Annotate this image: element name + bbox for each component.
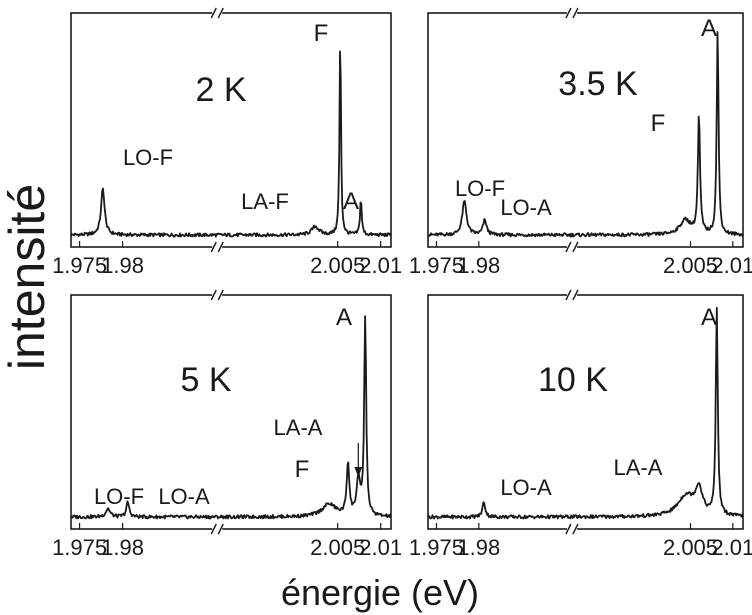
x-tick-label: 2.01 bbox=[711, 253, 752, 278]
x-tick-label: 2.005 bbox=[663, 253, 718, 278]
spectrum-line bbox=[70, 315, 392, 520]
plot-frame bbox=[427, 294, 744, 530]
axis-break-mark bbox=[217, 241, 224, 253]
axis-break-mark bbox=[565, 241, 572, 253]
peak-label-a: A bbox=[343, 188, 359, 215]
x-tick-label: 2.01 bbox=[359, 253, 402, 278]
peak-label-lo-f: LO-F bbox=[94, 484, 144, 509]
axis-break-mark bbox=[217, 523, 224, 535]
panel-temperature-label: 10 K bbox=[538, 361, 608, 399]
axis-break-gap bbox=[566, 525, 577, 533]
x-tick-label: 2.01 bbox=[711, 535, 752, 560]
axis-break-mark bbox=[210, 241, 217, 253]
axis-break-mark bbox=[572, 289, 579, 301]
panel-temperature-label: 3.5 K bbox=[558, 65, 638, 103]
plot-frame bbox=[70, 294, 392, 530]
axis-break-mark bbox=[210, 289, 217, 301]
annotation-arrow-head bbox=[354, 467, 363, 477]
axis-break-gap bbox=[212, 243, 223, 251]
x-tick-label: 1.98 bbox=[101, 535, 144, 560]
x-tick-label: 1.975 bbox=[52, 253, 107, 278]
axis-break-mark bbox=[572, 7, 579, 19]
x-tick-label: 2.005 bbox=[310, 535, 365, 560]
axis-break-gap bbox=[212, 525, 223, 533]
peak-label-lo-a: LO-A bbox=[500, 195, 552, 220]
axis-break-mark bbox=[565, 523, 572, 535]
peak-label-lo-f: LO-F bbox=[123, 145, 173, 170]
axis-break-mark bbox=[217, 7, 224, 19]
axis-break-gap bbox=[566, 9, 577, 17]
x-tick-label: 1.975 bbox=[409, 535, 464, 560]
x-tick-label: 1.98 bbox=[101, 253, 144, 278]
peak-label-a: A bbox=[701, 304, 717, 331]
axis-break-mark bbox=[572, 523, 579, 535]
axis-break-mark bbox=[210, 7, 217, 19]
peak-label-f: F bbox=[651, 110, 666, 137]
plot-frame bbox=[70, 12, 392, 248]
peak-label-la-a: LA-A bbox=[274, 415, 323, 440]
spectrum-line bbox=[427, 306, 744, 520]
peak-label-a: A bbox=[701, 15, 717, 42]
axis-break-mark bbox=[210, 523, 217, 535]
spectrum-line bbox=[70, 50, 392, 238]
peak-label-la-f: LA-F bbox=[241, 189, 289, 214]
peak-label-f: F bbox=[314, 20, 329, 47]
x-tick-label: 2.005 bbox=[663, 535, 718, 560]
x-tick-label: 2.005 bbox=[310, 253, 365, 278]
axis-break-mark bbox=[565, 289, 572, 301]
peak-label-f: F bbox=[295, 456, 310, 483]
x-axis-label: énergie (eV) bbox=[281, 572, 479, 613]
panel-temperature-label: 2 K bbox=[195, 71, 246, 109]
axis-break-gap bbox=[566, 243, 577, 251]
axis-break-gap bbox=[566, 291, 577, 299]
axis-break-gap bbox=[212, 291, 223, 299]
peak-label-lo-a: LO-A bbox=[500, 475, 552, 500]
x-tick-label: 1.975 bbox=[409, 253, 464, 278]
peak-label-a: A bbox=[336, 304, 352, 331]
axis-break-mark bbox=[217, 289, 224, 301]
panel-temperature-label: 5 K bbox=[180, 361, 231, 399]
axis-break-gap bbox=[212, 9, 223, 17]
x-tick-label: 1.98 bbox=[457, 535, 500, 560]
peak-label-lo-f: LO-F bbox=[455, 176, 505, 201]
axis-break-mark bbox=[572, 241, 579, 253]
x-tick-label: 1.98 bbox=[457, 253, 500, 278]
peak-label-la-a: LA-A bbox=[614, 455, 663, 480]
spectrum-line bbox=[427, 31, 744, 238]
x-tick-label: 1.975 bbox=[52, 535, 107, 560]
x-tick-label: 2.01 bbox=[359, 535, 402, 560]
plot-frame bbox=[427, 12, 744, 248]
peak-label-lo-a: LO-A bbox=[158, 484, 210, 509]
y-axis-label: intensité bbox=[0, 184, 55, 370]
axis-break-mark bbox=[565, 7, 572, 19]
